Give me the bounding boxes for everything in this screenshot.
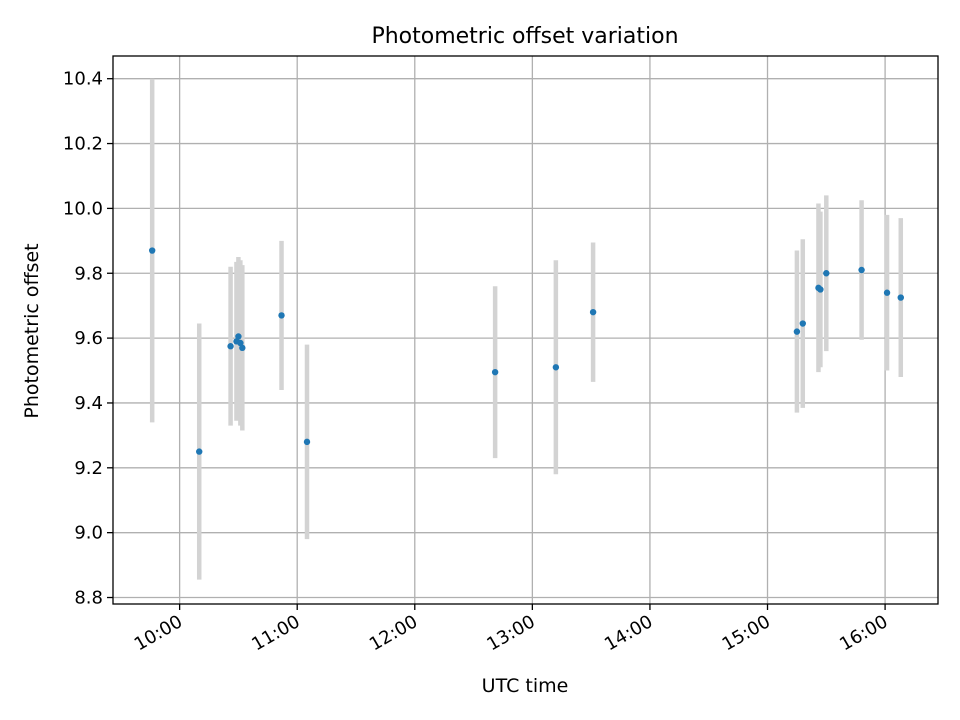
y-tick-label: 10.2	[63, 134, 103, 155]
y-tick-label: 9.2	[74, 458, 103, 479]
data-point	[817, 286, 824, 293]
data-point	[823, 270, 830, 277]
y-tick-label: 9.8	[74, 263, 103, 284]
y-tick-label: 10.4	[63, 69, 103, 90]
data-point	[196, 448, 203, 455]
data-point	[799, 320, 806, 327]
data-point	[148, 247, 156, 254]
y-axis-label: Photometric offset	[21, 243, 43, 418]
chart-title: Photometric offset variation	[371, 24, 678, 49]
y-tick-label: 9.6	[74, 328, 103, 349]
data-point	[491, 368, 499, 376]
y-tick-label: 10.0	[63, 198, 103, 219]
data-point	[883, 289, 891, 296]
data-point	[303, 438, 311, 446]
data-point	[235, 333, 242, 340]
y-tick-label: 8.8	[74, 588, 103, 609]
x-axis-label: UTC time	[482, 675, 569, 697]
data-point	[227, 343, 234, 350]
data-point	[237, 339, 244, 347]
data-point	[239, 344, 246, 352]
data-point	[793, 328, 801, 335]
data-point	[858, 266, 865, 274]
axes-frame	[112, 55, 939, 605]
data-point	[552, 364, 560, 371]
y-tick-label: 9.0	[74, 523, 103, 544]
data-point	[897, 294, 904, 301]
data-point	[589, 308, 597, 316]
data-point	[278, 312, 285, 319]
y-tick-label: 9.4	[74, 393, 103, 414]
